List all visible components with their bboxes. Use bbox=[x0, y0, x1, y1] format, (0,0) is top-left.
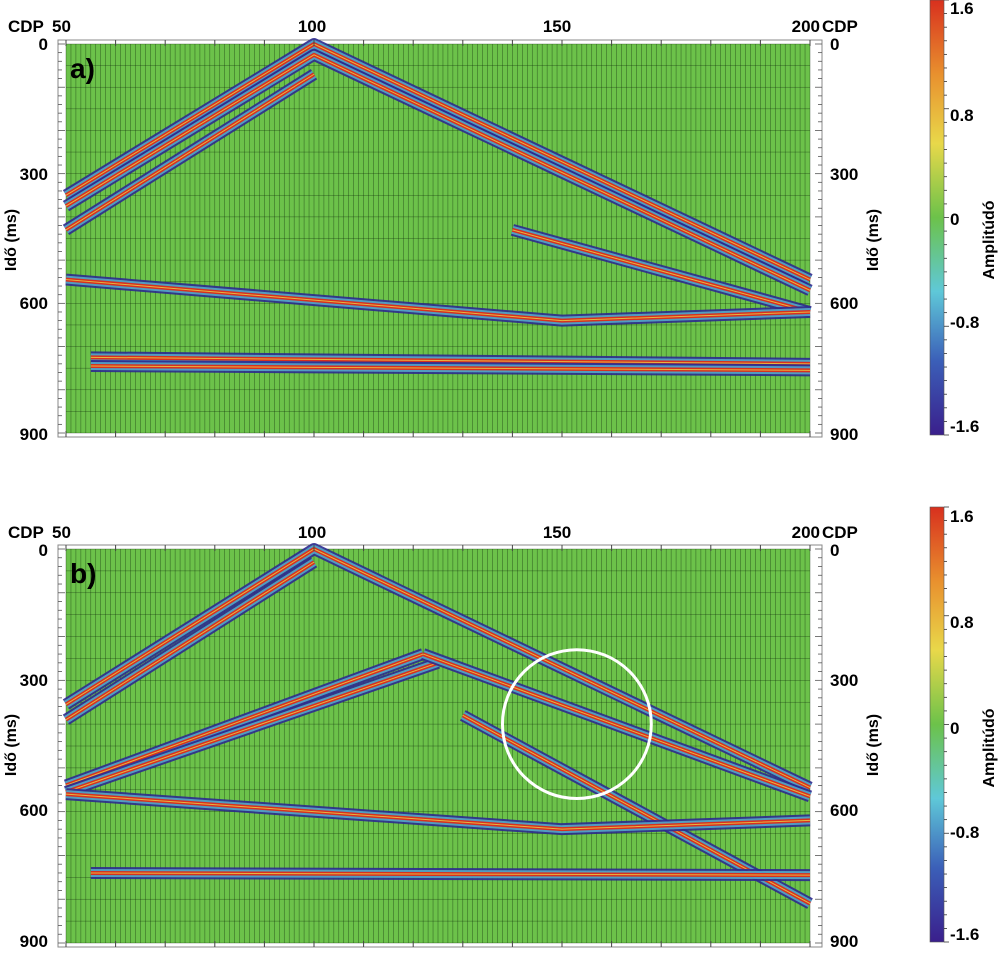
seismic-event-2 bbox=[62, 557, 318, 725]
panel-a-label: a) bbox=[70, 53, 95, 84]
event-core bbox=[65, 561, 315, 721]
panel-b-x-tick-50: 50 bbox=[52, 523, 71, 542]
event-core bbox=[512, 229, 811, 313]
panel-b-cb-tick-1: 1.6 bbox=[950, 507, 974, 526]
panel-a-cb-tick-4: -0.8 bbox=[950, 313, 979, 332]
panel-a-ticks bbox=[58, 40, 822, 437]
panel-a-y-tick-0-right: 0 bbox=[830, 35, 839, 54]
panel-b-y-title-right: Idő (ms) bbox=[865, 714, 882, 776]
panel-a-y-tick-900-left: 900 bbox=[20, 425, 48, 444]
event-core bbox=[65, 653, 424, 786]
panel-b-ticks bbox=[58, 545, 822, 947]
panel-a-y-tick-300-left: 300 bbox=[20, 165, 48, 184]
panel-a-x-tick-100: 100 bbox=[298, 17, 326, 36]
seismic-event-6 bbox=[90, 351, 811, 370]
panel-a-y-tick-0-left: 0 bbox=[39, 35, 48, 54]
panel-b-y-tick-0-right: 0 bbox=[830, 541, 839, 560]
seismic-event-8 bbox=[90, 866, 811, 882]
panel-a-cb-tick-3: 0 bbox=[950, 210, 959, 229]
panel-a-cb-tick-5: -1.6 bbox=[950, 417, 979, 436]
seismic-event-7 bbox=[90, 360, 811, 377]
panel-b-x-title-left: CDP bbox=[8, 523, 44, 542]
event-core bbox=[90, 356, 811, 365]
event-core bbox=[65, 279, 811, 322]
highlight-circle bbox=[500, 648, 653, 801]
event-core bbox=[65, 54, 811, 291]
panel-b-x-tick-100: 100 bbox=[298, 523, 326, 542]
panel-b-x-tick-200: 200 bbox=[792, 523, 820, 542]
panel-b-cb-tick-4: -0.8 bbox=[950, 823, 979, 842]
panel-a-cb-tick-1: 1.6 bbox=[950, 0, 974, 18]
panel-b-cb-tick-3: 0 bbox=[950, 719, 959, 738]
panel-b-events bbox=[62, 543, 813, 909]
panel-b-x-tick-150: 150 bbox=[543, 523, 571, 542]
seismic-event-2 bbox=[62, 48, 813, 296]
panel-b-y-tick-0-left: 0 bbox=[39, 541, 48, 560]
event-core bbox=[90, 872, 811, 876]
panel-b-y-tick-600-left: 600 bbox=[20, 801, 48, 820]
event-core bbox=[65, 662, 439, 793]
panel-b-y-tick-900-left: 900 bbox=[20, 932, 48, 951]
panel-b-colorbar bbox=[929, 506, 945, 943]
panel-b-cb-tick-2: 0.8 bbox=[950, 613, 974, 632]
panel-a: a) CDP CDP 50 100 150 200 0 300 600 900 … bbox=[3, 0, 998, 444]
panel-b-label: b) bbox=[70, 558, 96, 589]
panel-b-colorbar-title: Amplitúdó bbox=[981, 708, 998, 787]
panel-a-colorbar-title: Amplitúdó bbox=[981, 200, 998, 279]
panel-b-y-title-left: Idő (ms) bbox=[3, 714, 20, 776]
seismic-event-3 bbox=[63, 648, 426, 792]
seismic-event-5 bbox=[421, 648, 813, 802]
panel-a-colorbar bbox=[929, 0, 945, 436]
panel-a-cb-tick-2: 0.8 bbox=[950, 106, 974, 125]
panel-a-x-title-left: CDP bbox=[8, 17, 44, 36]
seismic-event-5 bbox=[65, 273, 811, 327]
panel-a-x-title-right: CDP bbox=[822, 17, 858, 36]
panel-a-y-title-left: Idő (ms) bbox=[3, 209, 20, 271]
panel-a-x-tick-150: 150 bbox=[543, 17, 571, 36]
panel-a-colorbar-ticks bbox=[944, 0, 949, 436]
panel-b-annotation bbox=[500, 648, 653, 801]
panel-a-y-tick-900-right: 900 bbox=[830, 425, 858, 444]
panel-b-x-title-right: CDP bbox=[822, 523, 858, 542]
panel-b-y-tick-300-left: 300 bbox=[20, 671, 48, 690]
panel-a-x-tick-50: 50 bbox=[52, 17, 71, 36]
event-core bbox=[65, 73, 315, 231]
event-core bbox=[422, 653, 811, 797]
panel-a-y-tick-600-left: 600 bbox=[20, 294, 48, 313]
seismic-event-4 bbox=[510, 224, 812, 318]
panel-b-y-tick-900-right: 900 bbox=[830, 932, 858, 951]
seismic-event-3 bbox=[62, 69, 318, 235]
panel-a-y-title-right: Idő (ms) bbox=[865, 209, 882, 271]
panel-b-colorbar-ticks bbox=[944, 506, 949, 943]
panel-b: b) CDP CDP 50 100 150 200 0 300 600 900 … bbox=[3, 506, 998, 951]
event-core bbox=[90, 365, 811, 371]
seismic-event-7 bbox=[65, 788, 811, 836]
panel-b-cb-tick-5: -1.6 bbox=[950, 925, 979, 944]
seismic-event-4 bbox=[64, 657, 440, 798]
panel-b-y-tick-300-right: 300 bbox=[830, 671, 858, 690]
panel-a-x-tick-200: 200 bbox=[792, 17, 820, 36]
panel-a-y-tick-300-right: 300 bbox=[830, 165, 858, 184]
event-core bbox=[65, 793, 811, 830]
panel-b-y-tick-600-right: 600 bbox=[830, 801, 858, 820]
panel-a-y-tick-600-right: 600 bbox=[830, 294, 858, 313]
